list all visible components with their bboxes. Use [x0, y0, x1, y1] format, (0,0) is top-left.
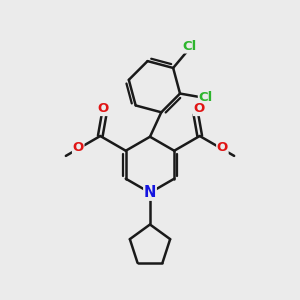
Text: O: O: [193, 103, 205, 116]
Text: O: O: [97, 103, 108, 116]
Text: Cl: Cl: [198, 91, 213, 104]
Text: Cl: Cl: [183, 40, 197, 53]
Text: O: O: [217, 141, 228, 154]
Text: N: N: [144, 185, 156, 200]
Text: O: O: [73, 141, 84, 154]
